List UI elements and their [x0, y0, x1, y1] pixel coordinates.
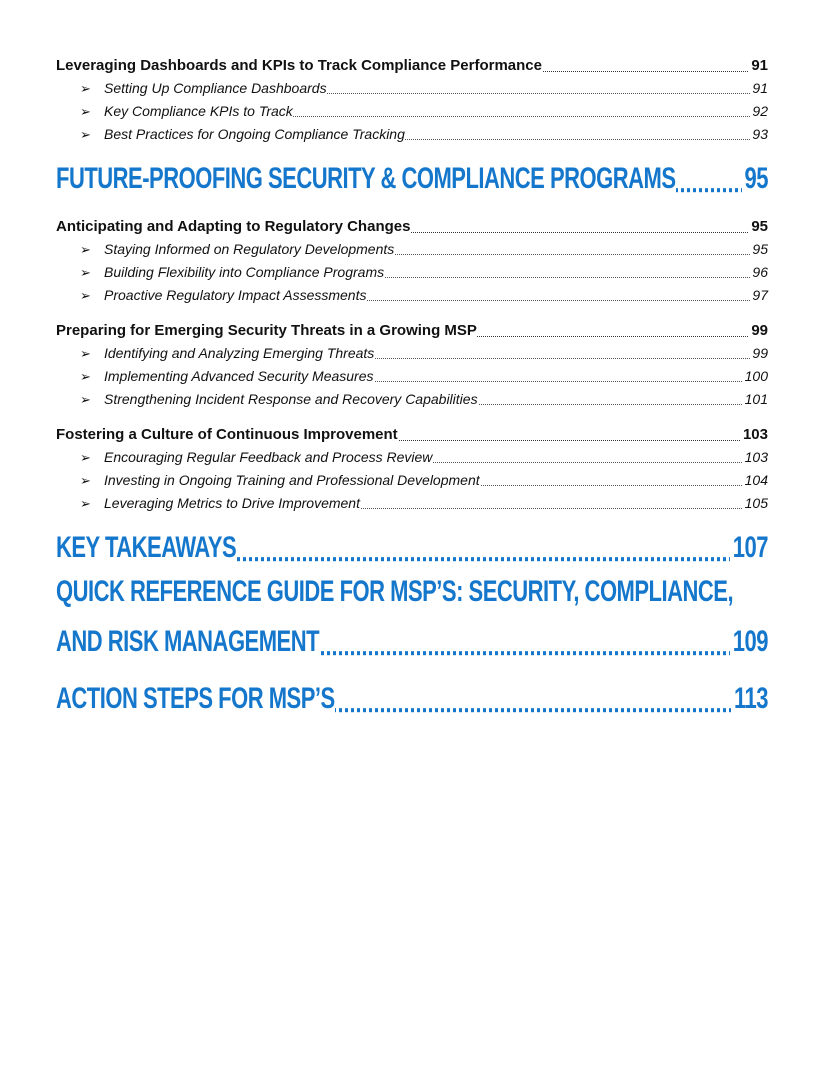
dot-leader: [56, 708, 768, 713]
chapter-title: KEY TAKEAWAYS: [56, 530, 237, 564]
subsection-entry-title: Building Flexibility into Compliance Pro…: [104, 264, 385, 280]
page-number: 113: [731, 673, 769, 723]
subsection-entry-title: Setting Up Compliance Dashboards: [104, 80, 327, 96]
subsection-entry: ➢ Investing in Ongoing Training and Profe…: [80, 469, 768, 492]
subsection-entry-title: Investing in Ongoing Training and Profes…: [104, 472, 480, 488]
chapter-entry: FUTURE-PROOFING SECURITY & COMPLIANCE PR…: [56, 153, 769, 203]
table-of-contents: Leveraging Dashboards and KPIs to Track …: [56, 54, 769, 735]
subsection-entry: ➢ Staying Informed on Regulatory Developm…: [80, 238, 768, 261]
dot-leader: [56, 651, 768, 656]
subsection-entry-title: Leveraging Metrics to Drive Improvement: [104, 495, 360, 511]
subsection-entry-title: Encouraging Regular Feedback and Process…: [104, 449, 433, 465]
page-number: 109: [729, 616, 769, 666]
subsection-entry: ➢ Setting Up Compliance Dashboards 91: [80, 77, 768, 100]
subsection-entry: ➢ Identifying and Analyzing Emerging Thre…: [80, 342, 768, 365]
subsection-entry: ➢ Best Practices for Ongoing Compliance T…: [80, 123, 768, 146]
section-entry-title: Preparing for Emerging Security Threats …: [56, 322, 477, 339]
page-number: 99: [749, 319, 768, 342]
subsection-entry-title: Key Compliance KPIs to Track: [104, 103, 293, 119]
subsection-entry: ➢ Proactive Regulatory Impact Assessments…: [80, 284, 768, 307]
chapter-title: ACTION STEPS FOR MSP’S: [56, 681, 335, 715]
bullet-arrow: ➢: [80, 369, 91, 384]
subsection-entry: ➢ Encouraging Regular Feedback and Proces…: [80, 446, 768, 469]
page-number: 95: [741, 153, 769, 203]
section-entry-title: Fostering a Culture of Continuous Improv…: [56, 426, 398, 443]
page-number: 107: [729, 522, 769, 572]
section-entry-title: Leveraging Dashboards and KPIs to Track …: [56, 57, 542, 74]
page-number: 99: [750, 342, 768, 365]
dot-leader: [56, 557, 768, 562]
dot-leader: [104, 358, 768, 359]
bullet-arrow: ➢: [80, 473, 91, 488]
page-number: 92: [750, 100, 768, 123]
page-number: 95: [750, 238, 768, 261]
chapter-entry: QUICK REFERENCE GUIDE FOR MSP’S: SECURIT…: [56, 566, 769, 666]
dot-leader: [104, 139, 768, 140]
dot-leader: [104, 116, 768, 117]
dot-leader: [104, 254, 768, 255]
section-entry-title: Anticipating and Adapting to Regulatory …: [56, 218, 411, 235]
subsection-entry-title: Best Practices for Ongoing Compliance Tr…: [104, 126, 405, 142]
dot-leader: [104, 93, 768, 94]
dot-leader: [56, 232, 768, 233]
subsection-entry: ➢ Strengthening Incident Response and Rec…: [80, 388, 768, 411]
chapter-title: QUICK REFERENCE GUIDE FOR MSP’S: SECURIT…: [56, 574, 734, 658]
subsection-entry: ➢ Key Compliance KPIs to Track 92: [80, 100, 768, 123]
dot-leader: [56, 440, 768, 441]
chapter-entry: KEY TAKEAWAYS 107: [56, 522, 769, 572]
bullet-arrow: ➢: [80, 392, 91, 407]
page-number: 97: [750, 284, 768, 307]
page-number: 91: [749, 54, 768, 77]
subsection-entry-title: Implementing Advanced Security Measures: [104, 368, 374, 384]
page-number: 100: [742, 365, 768, 388]
bullet-arrow: ➢: [80, 265, 91, 280]
bullet-arrow: ➢: [80, 104, 91, 119]
chapter-entry: ACTION STEPS FOR MSP’S 113: [56, 673, 769, 723]
section-entry: Leveraging Dashboards and KPIs to Track …: [56, 54, 768, 77]
subsection-entry-title: Staying Informed on Regulatory Developme…: [104, 241, 395, 257]
dot-leader: [104, 508, 768, 509]
dot-leader: [104, 277, 768, 278]
bullet-arrow: ➢: [80, 288, 91, 303]
page-number: 93: [750, 123, 768, 146]
chapter-title: FUTURE-PROOFING SECURITY & COMPLIANCE PR…: [56, 161, 676, 195]
bullet-arrow: ➢: [80, 496, 91, 511]
page-number: 104: [742, 469, 768, 492]
subsection-entry: ➢ Leveraging Metrics to Drive Improvement…: [80, 492, 768, 515]
section-entry: Anticipating and Adapting to Regulatory …: [56, 215, 768, 238]
page-number: 95: [749, 215, 768, 238]
page-number: 105: [742, 492, 768, 515]
section-entry: Fostering a Culture of Continuous Improv…: [56, 423, 768, 446]
subsection-entry: ➢ Implementing Advanced Security Measures…: [80, 365, 768, 388]
bullet-arrow: ➢: [80, 242, 91, 257]
dot-leader: [104, 381, 768, 382]
page-number: 103: [740, 423, 768, 446]
bullet-arrow: ➢: [80, 81, 91, 96]
page-number: 101: [742, 388, 768, 411]
bullet-arrow: ➢: [80, 450, 91, 465]
dot-leader: [104, 462, 768, 463]
dot-leader: [104, 300, 768, 301]
subsection-entry-title: Strengthening Incident Response and Reco…: [104, 391, 478, 407]
subsection-entry-title: Proactive Regulatory Impact Assessments: [104, 287, 367, 303]
page-number: 96: [750, 261, 768, 284]
page-number: 91: [750, 77, 768, 100]
section-entry: Preparing for Emerging Security Threats …: [56, 319, 768, 342]
bullet-arrow: ➢: [80, 346, 91, 361]
bullet-arrow: ➢: [80, 127, 91, 142]
subsection-entry: ➢ Building Flexibility into Compliance Pr…: [80, 261, 768, 284]
subsection-entry-title: Identifying and Analyzing Emerging Threa…: [104, 345, 375, 361]
page-number: 103: [742, 446, 768, 469]
